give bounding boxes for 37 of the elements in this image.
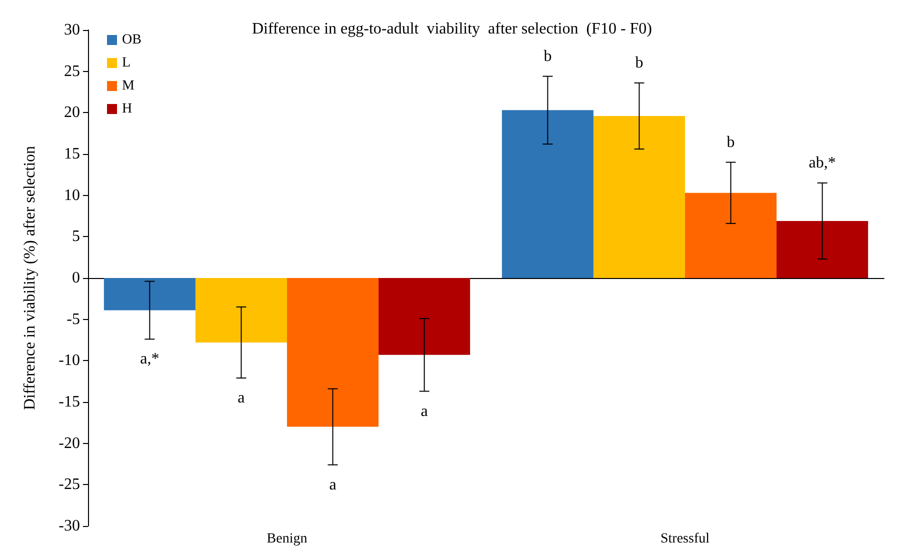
y-tick-label: -10: [58, 352, 80, 370]
y-tick-label: -30: [58, 518, 80, 534]
bar: [776, 220, 868, 278]
data-label: a: [420, 402, 428, 420]
y-tick-label: 20: [64, 104, 80, 122]
y-tick-label: 25: [64, 62, 80, 80]
legend-label: M: [122, 78, 135, 94]
y-tick-label: -25: [58, 476, 80, 494]
y-tick-label: 5: [72, 228, 80, 246]
data-label: a: [329, 476, 336, 494]
y-tick-label: 30: [64, 22, 80, 38]
bar: [685, 192, 777, 278]
y-tick-label: -15: [58, 394, 80, 410]
data-label: b: [544, 48, 552, 65]
bar: [593, 116, 685, 278]
y-axis-title: Difference in viability (%) after selection: [22, 146, 38, 410]
y-tick-label: 10: [64, 186, 80, 204]
legend-label: OB: [122, 32, 142, 48]
data-label: a,*: [140, 350, 160, 368]
legend-label: L: [122, 56, 131, 70]
y-tick-label: -5: [66, 310, 80, 328]
y-tick-label: 0: [72, 270, 80, 286]
legend-label: H: [122, 102, 132, 116]
x-tick-label: Benign: [266, 532, 308, 546]
bar: [378, 278, 470, 355]
y-tick-label: 15: [64, 146, 80, 162]
chart-title: Difference in egg-to-adult viability after selection (F10 - F0): [252, 20, 652, 38]
bar: [287, 278, 379, 427]
data-label: b: [635, 54, 644, 72]
bar: [104, 278, 196, 310]
bar: [502, 110, 594, 278]
data-label: a: [238, 390, 245, 407]
x-tick-label: Stressful: [660, 532, 710, 546]
data-label: ab,*: [808, 154, 836, 172]
y-tick-label: -20: [58, 434, 80, 452]
data-label: b: [726, 134, 735, 151]
bar: [195, 278, 287, 342]
